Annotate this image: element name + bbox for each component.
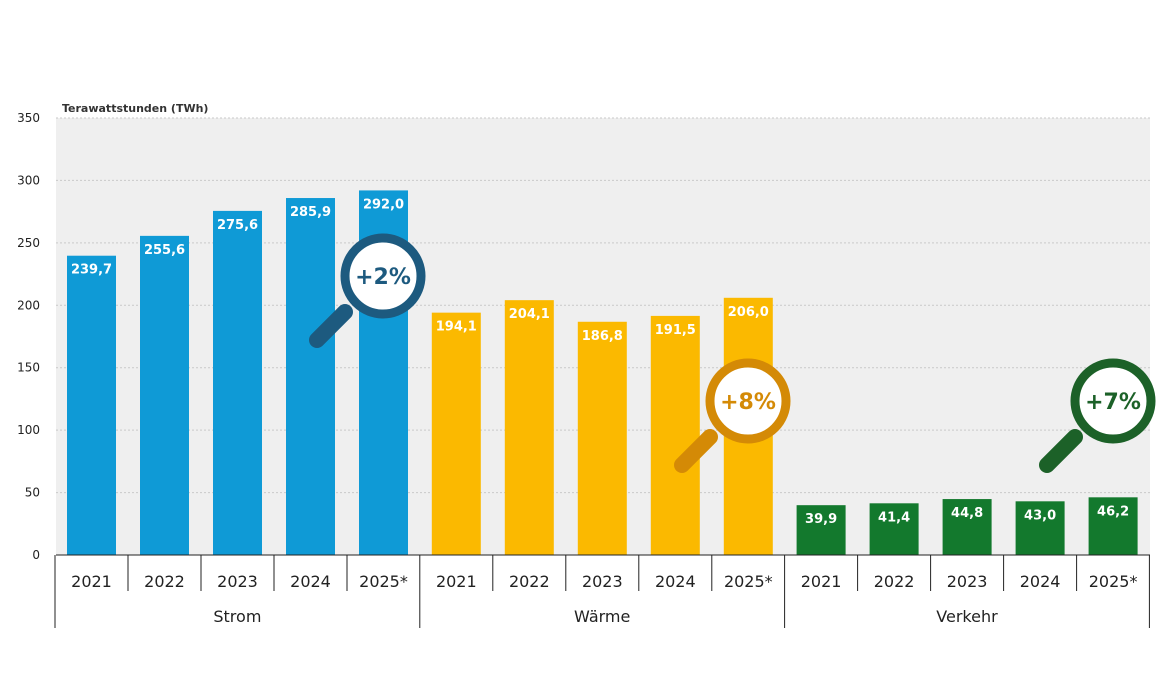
data-label: 46,2 <box>1097 504 1129 519</box>
data-label: 292,0 <box>363 197 404 212</box>
magnifier-icon-verkehr: +7% <box>1039 358 1156 473</box>
bar-wärme-2024 <box>650 315 700 555</box>
x-tick-label: 2022 <box>509 572 550 591</box>
x-tick-label: 2025* <box>1089 572 1138 591</box>
bar-wärme-2023 <box>577 321 627 555</box>
y-tick-label: 300 <box>17 173 40 187</box>
x-tick-label: 2023 <box>217 572 258 591</box>
x-tick-label: 2023 <box>582 572 623 591</box>
bar-strom-2022 <box>140 235 189 555</box>
x-tick-label: 2021 <box>71 572 112 591</box>
data-label: 194,1 <box>436 320 477 335</box>
bar-strom-2023 <box>213 210 262 555</box>
y-tick-label: 200 <box>17 298 40 312</box>
group-label: Verkehr <box>936 607 998 626</box>
y-tick-label: 350 <box>17 111 40 125</box>
data-label: 239,7 <box>71 263 112 278</box>
data-label: 206,0 <box>728 305 769 320</box>
y-tick-label: 250 <box>17 236 40 250</box>
x-tick-label: 2021 <box>801 572 842 591</box>
data-label: 204,1 <box>509 307 550 322</box>
bar-strom-2024 <box>286 198 335 555</box>
x-tick-label: 2022 <box>874 572 915 591</box>
magnifier-lens <box>340 233 426 319</box>
bar-verkehr-2022 <box>869 503 919 555</box>
change-badges: +2% +8% +7% <box>309 233 1156 473</box>
magnifier-lens <box>1070 358 1156 444</box>
data-label: 191,5 <box>655 323 696 338</box>
group-label: Strom <box>213 607 261 626</box>
data-label: 275,6 <box>217 218 258 233</box>
change-percent: +8% <box>720 390 776 415</box>
x-tick-label: 2025* <box>359 572 408 591</box>
group-label: Wärme <box>574 607 630 626</box>
change-percent: +2% <box>355 265 411 290</box>
bar-strom-2021 <box>67 255 116 556</box>
x-tick-label: 2023 <box>947 572 988 591</box>
bar-wärme-2021 <box>431 312 481 555</box>
x-tick-label: 2025* <box>724 572 773 591</box>
magnifier-icon-strom: +2% <box>309 233 426 348</box>
data-label: 186,8 <box>582 329 623 344</box>
x-tick-label: 2024 <box>1020 572 1061 591</box>
bar-verkehr-2021 <box>796 505 846 555</box>
bar-verkehr-2024 <box>1015 501 1065 555</box>
y-tick-label: 150 <box>17 361 40 375</box>
data-label: 255,6 <box>144 243 185 258</box>
magnifier-lens <box>705 358 791 444</box>
y-axis-title: Terawattstunden (TWh) <box>62 102 208 115</box>
y-tick-label: 50 <box>25 486 40 500</box>
bar-verkehr-2023 <box>942 499 992 555</box>
bar-verkehr-2025* <box>1088 497 1138 555</box>
magnifier-icon-wärme: +8% <box>674 358 791 473</box>
x-tick-label: 2024 <box>655 572 696 591</box>
y-axis: 0 50 100 150 200 250 300 350 <box>17 111 40 562</box>
x-tick-label: 2022 <box>144 572 185 591</box>
magnifier-handle <box>674 429 718 473</box>
data-label: 39,9 <box>805 512 837 527</box>
bar-wärme-2022 <box>504 300 554 555</box>
x-tick-label: 2021 <box>436 572 477 591</box>
magnifier-handle <box>1039 429 1083 473</box>
magnifier-handle <box>309 304 353 348</box>
x-axis: 2021 2022 2023 2024 2025* Strom 2021 2022 2023 20… <box>54 554 1150 628</box>
data-label: 41,4 <box>878 510 910 525</box>
data-label: 43,0 <box>1024 508 1056 523</box>
data-label: 44,8 <box>951 506 983 521</box>
y-tick-label: 0 <box>32 548 40 562</box>
change-percent: +7% <box>1085 390 1141 415</box>
x-tick-label: 2024 <box>290 572 331 591</box>
y-tick-label: 100 <box>17 423 40 437</box>
data-label: 285,9 <box>290 205 331 220</box>
